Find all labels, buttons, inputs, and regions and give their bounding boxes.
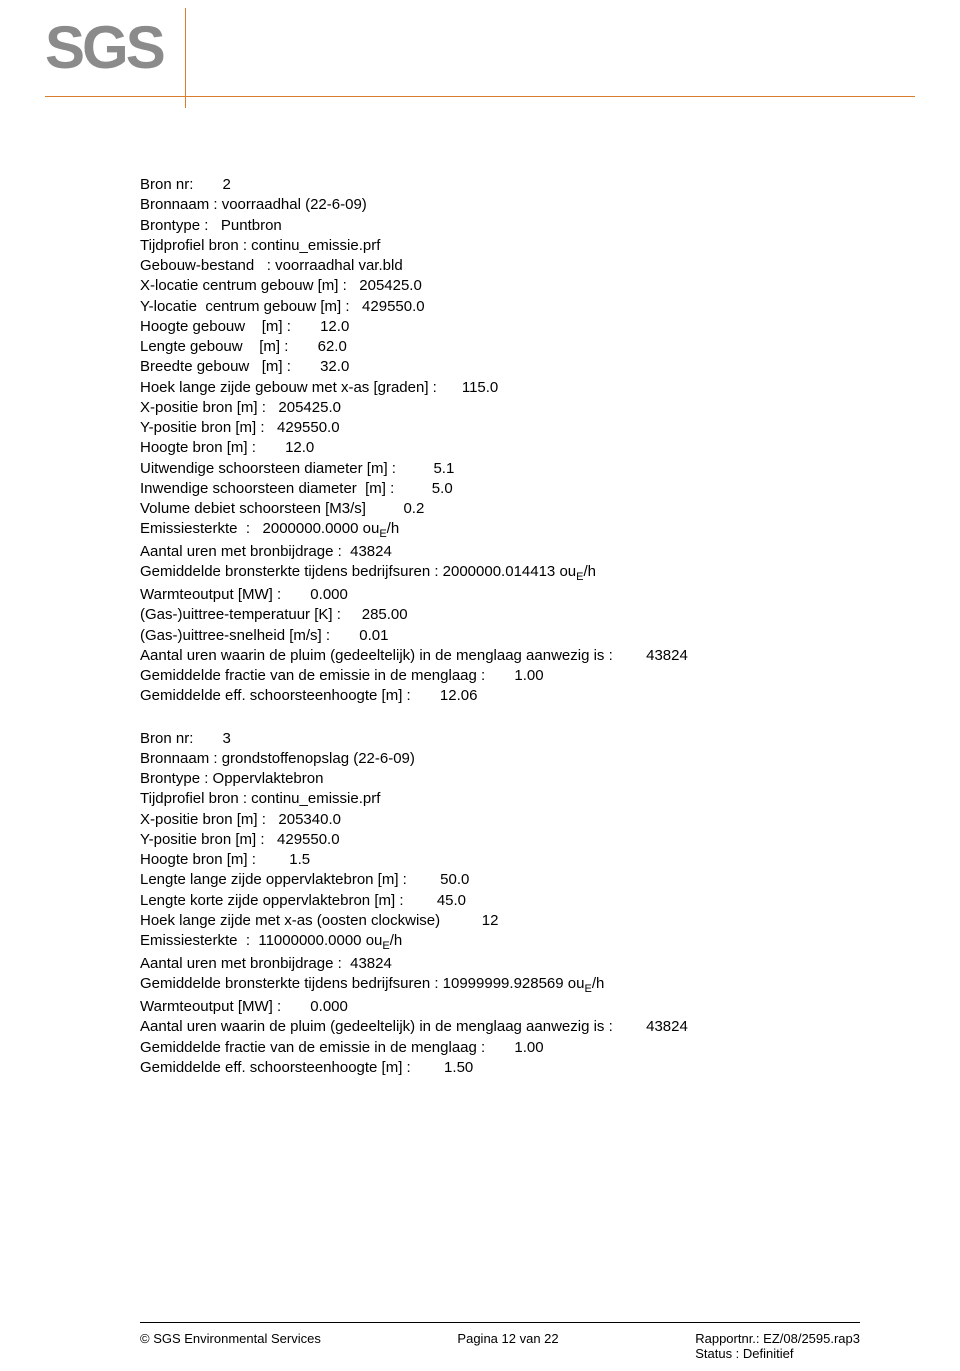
- text-line: Hoek lange zijde gebouw met x-as [graden…: [140, 378, 860, 398]
- text-line: Hoogte bron [m] : 12.0: [140, 438, 860, 458]
- text-line: Brontype : Puntbron: [140, 216, 860, 236]
- footer-right: Rapportnr.: EZ/08/2595.rap3 Status : Def…: [695, 1331, 860, 1361]
- logo-horizontal-rule: [45, 96, 915, 97]
- source-block-3: Bron nr: 3Bronnaam : grondstoffenopslag …: [140, 729, 860, 1078]
- text-line: Bron nr: 3: [140, 729, 860, 749]
- text-line: Y-locatie centrum gebouw [m] : 429550.0: [140, 297, 860, 317]
- footer-report-number: Rapportnr.: EZ/08/2595.rap3: [695, 1331, 860, 1346]
- text-line: Hoek lange zijde met x-as (oosten clockw…: [140, 911, 860, 931]
- logo-vertical-rule: [185, 8, 186, 108]
- text-line: Gebouw-bestand : voorraadhal var.bld: [140, 256, 860, 276]
- text-line: Lengte gebouw [m] : 62.0: [140, 337, 860, 357]
- text-line: Volume debiet schoorsteen [M3/s] 0.2: [140, 499, 860, 519]
- text-line: Tijdprofiel bron : continu_emissie.prf: [140, 789, 860, 809]
- text-line: Y-positie bron [m] : 429550.0: [140, 418, 860, 438]
- text-line: Warmteoutput [MW] : 0.000: [140, 997, 860, 1017]
- text-line: Aantal uren met bronbijdrage : 43824: [140, 954, 860, 974]
- text-line: Inwendige schoorsteen diameter [m] : 5.0: [140, 479, 860, 499]
- text-line: Breedte gebouw [m] : 32.0: [140, 357, 860, 377]
- footer-left: © SGS Environmental Services: [140, 1331, 321, 1361]
- footer-center: Pagina 12 van 22: [457, 1331, 558, 1361]
- text-line: Bronnaam : voorraadhal (22-6-09): [140, 195, 860, 215]
- text-line: Aantal uren waarin de pluim (gedeeltelij…: [140, 646, 860, 666]
- text-line: Gemiddelde fractie van de emissie in de …: [140, 1038, 860, 1058]
- text-line: X-positie bron [m] : 205340.0: [140, 810, 860, 830]
- text-line: Warmteoutput [MW] : 0.000: [140, 585, 860, 605]
- text-line: Uitwendige schoorsteen diameter [m] : 5.…: [140, 459, 860, 479]
- text-line: Bronnaam : grondstoffenopslag (22-6-09): [140, 749, 860, 769]
- text-line: Gemiddelde bronsterkte tijdens bedrijfsu…: [140, 974, 860, 997]
- source-block-2: Bron nr: 2Bronnaam : voorraadhal (22-6-0…: [140, 175, 860, 707]
- text-line: Gemiddelde fractie van de emissie in de …: [140, 666, 860, 686]
- text-line: Lengte lange zijde oppervlaktebron [m] :…: [140, 870, 860, 890]
- text-line: Hoogte gebouw [m] : 12.0: [140, 317, 860, 337]
- footer-rule: [140, 1322, 860, 1323]
- text-line: Gemiddelde bronsterkte tijdens bedrijfsu…: [140, 562, 860, 585]
- logo-text: SGS: [45, 18, 245, 78]
- text-line: X-positie bron [m] : 205425.0: [140, 398, 860, 418]
- text-line: Lengte korte zijde oppervlaktebron [m] :…: [140, 891, 860, 911]
- text-line: Aantal uren waarin de pluim (gedeeltelij…: [140, 1017, 860, 1037]
- text-line: Tijdprofiel bron : continu_emissie.prf: [140, 236, 860, 256]
- text-line: Gemiddelde eff. schoorsteenhoogte [m] : …: [140, 686, 860, 706]
- text-line: (Gas-)uittree-snelheid [m/s] : 0.01: [140, 626, 860, 646]
- text-line: Emissiesterkte : 11000000.0000 ouE/h: [140, 931, 860, 954]
- text-line: Bron nr: 2: [140, 175, 860, 195]
- text-line: Brontype : Oppervlaktebron: [140, 769, 860, 789]
- text-line: Hoogte bron [m] : 1.5: [140, 850, 860, 870]
- text-line: Aantal uren met bronbijdrage : 43824: [140, 542, 860, 562]
- document-body: Bron nr: 2Bronnaam : voorraadhal (22-6-0…: [140, 175, 860, 1100]
- footer-status: Status : Definitief: [695, 1346, 860, 1361]
- logo-area: SGS: [45, 18, 245, 103]
- text-line: X-locatie centrum gebouw [m] : 205425.0: [140, 276, 860, 296]
- text-line: Emissiesterkte : 2000000.0000 ouE/h: [140, 519, 860, 542]
- text-line: (Gas-)uittree-temperatuur [K] : 285.00: [140, 605, 860, 625]
- text-line: Y-positie bron [m] : 429550.0: [140, 830, 860, 850]
- text-line: Gemiddelde eff. schoorsteenhoogte [m] : …: [140, 1058, 860, 1078]
- page-footer: © SGS Environmental Services Pagina 12 v…: [140, 1331, 860, 1361]
